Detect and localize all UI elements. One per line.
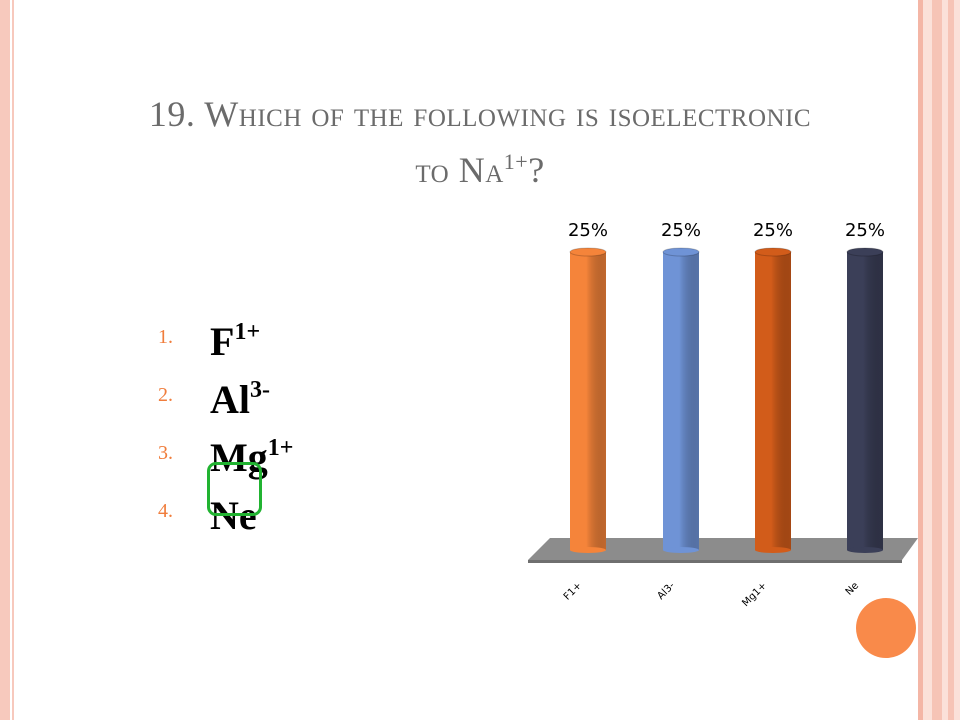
chart-value-label: 25% bbox=[568, 220, 608, 241]
chart-bar-bottom bbox=[663, 547, 699, 553]
slide-frame-left-line bbox=[12, 0, 14, 720]
answer-number: 1. bbox=[158, 326, 173, 348]
answer-text: F1+ bbox=[210, 319, 261, 364]
answer-text: Al3- bbox=[210, 377, 270, 422]
correct-answer-highlight bbox=[207, 462, 262, 516]
chart-bar-top bbox=[662, 247, 700, 257]
chart-category-label: Mg1+ bbox=[740, 580, 769, 609]
slide-frame-right bbox=[920, 0, 960, 720]
slide-frame-inner-right bbox=[918, 0, 920, 720]
answer-text: Mg1+ bbox=[210, 435, 294, 480]
chart-bar-bottom bbox=[847, 547, 883, 553]
chart-bar-shade bbox=[847, 252, 883, 550]
chart-bar-top bbox=[846, 247, 884, 257]
chart-bar-top bbox=[569, 247, 607, 257]
decorative-orange-circle bbox=[856, 598, 916, 658]
chart-bar-shade bbox=[755, 252, 791, 550]
chart-bar-shade bbox=[663, 252, 699, 550]
answer-number: 2. bbox=[158, 384, 173, 406]
chart-value-label: 25% bbox=[753, 220, 793, 241]
chart-category-label: Ne bbox=[844, 580, 861, 597]
chart-category-label: Al3- bbox=[655, 580, 677, 602]
answer-number: 4. bbox=[158, 500, 173, 522]
slide-frame-left bbox=[0, 0, 10, 720]
answer-number: 3. bbox=[158, 442, 173, 464]
results-bar-chart: 25% F1+ 25% Al3- 25% Mg1+ 25% Ne bbox=[528, 220, 918, 609]
chart-bar-top bbox=[754, 247, 792, 257]
chart-bar-shade bbox=[570, 252, 606, 550]
chart-value-label: 25% bbox=[661, 220, 701, 241]
chart-floor-edge bbox=[528, 560, 902, 563]
chart-category-label: F1+ bbox=[562, 580, 584, 602]
chart-bar-bottom bbox=[755, 547, 791, 553]
slide-title: 19. Which of the following is isoelectro… bbox=[148, 94, 812, 190]
chart-bar-bottom bbox=[570, 547, 606, 553]
chart-value-label: 25% bbox=[845, 220, 885, 241]
chart-floor bbox=[528, 538, 918, 560]
